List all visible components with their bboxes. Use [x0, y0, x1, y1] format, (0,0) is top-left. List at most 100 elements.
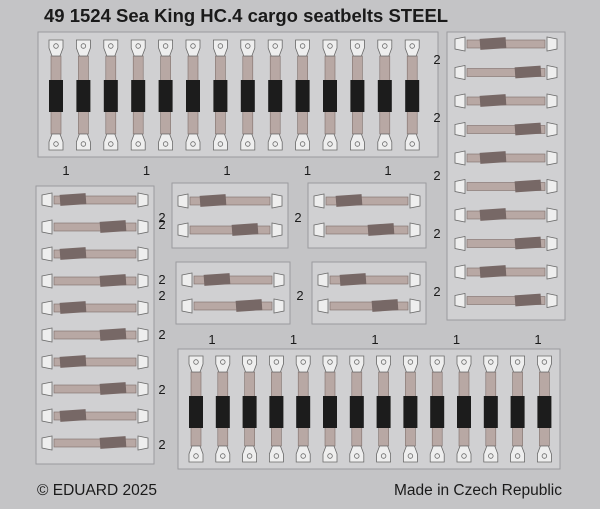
belt-end-fitting	[181, 298, 193, 314]
fitting-hole	[327, 141, 333, 147]
belt-pad	[99, 328, 127, 341]
vertical-belt	[376, 355, 391, 463]
panel-small-frame	[307, 182, 427, 249]
belt-buckle	[457, 396, 471, 428]
belt-buckle	[350, 80, 365, 112]
fitting-hole	[300, 453, 306, 459]
belt-buckle	[376, 396, 391, 428]
belt-end-fitting	[409, 193, 421, 209]
belt-end-fitting	[137, 408, 149, 424]
horizontal-belt	[454, 36, 558, 52]
belt-end-fitting	[41, 246, 53, 262]
belt-end-fitting	[546, 264, 558, 280]
part-number: 2	[158, 210, 165, 225]
vertical-belt	[103, 39, 119, 151]
fitting-hole	[80, 141, 87, 147]
belt-end-fitting	[137, 381, 149, 397]
belt-strap	[53, 357, 137, 367]
horizontal-belt	[177, 222, 283, 238]
belt-end-fitting	[313, 222, 325, 238]
horizontal-belt	[41, 219, 149, 235]
belt-end-fitting	[137, 219, 149, 235]
belt-end-fitting	[137, 273, 149, 289]
part-number: 1	[290, 332, 297, 347]
fitting-hole	[488, 359, 494, 365]
belt-end-fitting	[454, 179, 466, 194]
fitting-hole	[434, 359, 440, 365]
fitting-hole	[299, 43, 306, 49]
vertical-belt	[215, 355, 231, 463]
belt-end-fitting	[137, 327, 149, 343]
belt-pad	[479, 94, 507, 107]
belt-end-fitting	[546, 236, 558, 251]
belt-strap	[466, 125, 546, 134]
fitting-hole	[245, 43, 251, 49]
belt-buckle	[242, 396, 257, 428]
fitting-hole	[273, 453, 280, 459]
belt-buckle	[323, 80, 337, 112]
belt-pad	[99, 220, 127, 233]
belt-end-fitting	[454, 293, 466, 308]
vertical-belt	[350, 39, 365, 151]
part-number: 2	[158, 327, 165, 342]
part-number: 2	[433, 226, 440, 241]
belt-buckle	[49, 80, 63, 112]
belt-end-fitting	[137, 435, 149, 451]
vertical-belt	[349, 355, 365, 463]
belt-pad	[479, 37, 507, 50]
belt-end-fitting	[454, 122, 466, 137]
belt-end-fitting	[137, 246, 149, 262]
vertical-belt	[185, 39, 201, 151]
belt-pad	[479, 208, 507, 221]
part-number: 1	[223, 163, 230, 178]
belt-buckle	[537, 396, 552, 428]
belt-strap	[325, 225, 409, 235]
horizontal-belt	[41, 273, 149, 289]
fitting-hole	[193, 359, 199, 365]
fitting-hole	[190, 43, 196, 49]
horizontal-belt	[454, 179, 558, 194]
belt-buckle	[158, 80, 173, 112]
fitting-hole	[300, 359, 306, 365]
belt-pad	[231, 223, 259, 236]
belt-buckle	[240, 80, 255, 112]
belt-pad	[199, 194, 227, 207]
belt-pad	[59, 409, 87, 422]
fitting-hole	[272, 43, 278, 49]
belt-end-fitting	[546, 207, 558, 223]
belt-pad	[59, 193, 87, 206]
horizontal-belt	[41, 327, 149, 343]
fitting-hole	[135, 43, 141, 49]
fitting-hole	[193, 453, 199, 459]
part-number: 1	[304, 163, 311, 178]
part-number: 1	[62, 163, 69, 178]
belt-buckle	[405, 80, 420, 112]
panel-small-frame	[171, 182, 289, 249]
belt-end-fitting	[546, 293, 558, 308]
fitting-hole	[409, 141, 415, 147]
belt-pad	[339, 273, 367, 286]
part-number: 2	[433, 110, 440, 125]
fitting-hole	[434, 453, 440, 459]
belt-end-fitting	[454, 150, 466, 166]
belt-end-fitting	[409, 272, 421, 288]
fitting-hole	[461, 453, 467, 459]
sheet-title: 49 1524 Sea King HC.4 cargo seatbelts ST…	[44, 5, 449, 26]
horizontal-belt	[41, 300, 149, 316]
belt-end-fitting	[546, 122, 558, 137]
belt-strap	[53, 276, 137, 286]
vertical-belt	[269, 355, 284, 463]
belt-pad	[371, 299, 399, 312]
panel-right-column	[446, 31, 566, 321]
fitting-hole	[380, 453, 387, 459]
fitting-hole	[541, 359, 548, 365]
part-number: 2	[158, 382, 165, 397]
fitting-hole	[514, 359, 521, 365]
belt-strap	[466, 68, 546, 77]
horizontal-belt	[454, 236, 558, 251]
panel-bottom-right	[177, 348, 561, 470]
horizontal-belt	[41, 246, 149, 262]
belt-buckle	[295, 80, 310, 112]
vertical-belt	[537, 355, 552, 463]
